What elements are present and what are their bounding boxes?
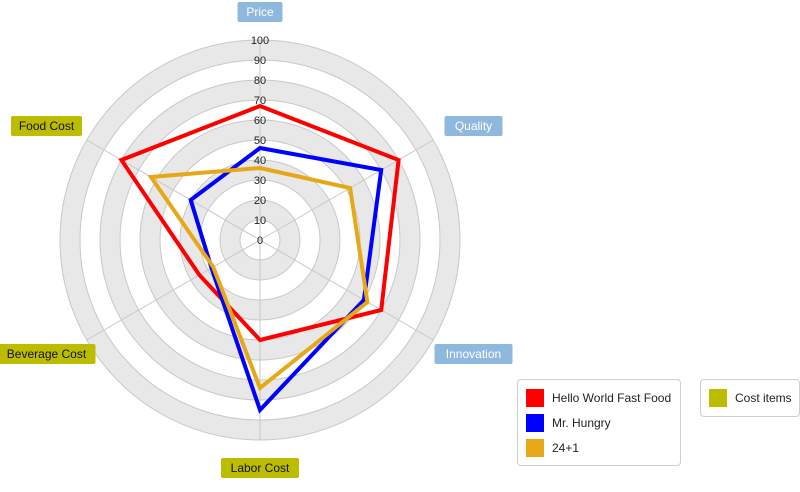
r-tick-label: 10 <box>254 215 266 227</box>
axis-label-bg <box>444 116 503 136</box>
legend-item-24plus1[interactable]: 24+1 <box>526 438 579 458</box>
r-tick-label: 20 <box>254 195 266 207</box>
axis-spoke <box>259 239 434 341</box>
r-tick-label: 30 <box>254 175 266 187</box>
axis-label-text: Quality <box>455 119 492 133</box>
series-line <box>188 145 384 414</box>
axis-label-text: Food Cost <box>19 119 75 133</box>
axis-label-text: Labor Cost <box>231 461 290 475</box>
axis-label-bg <box>0 344 96 364</box>
axis-label-innovation: Innovation <box>434 344 513 364</box>
r-tick-label: 100 <box>251 35 269 47</box>
legend-label: Hello World Fast Food <box>552 391 672 405</box>
axis-label-bg <box>11 116 82 136</box>
axis-label-quality: Quality <box>444 116 503 136</box>
group-legend: Cost items <box>700 379 800 417</box>
axis-spoke <box>259 139 434 241</box>
legend-item-cost-items[interactable]: Cost items <box>709 388 792 408</box>
legend-label: Cost items <box>735 391 792 405</box>
axis-label-text: Innovation <box>446 347 501 361</box>
axis-label-bg <box>237 2 283 22</box>
series-line <box>118 103 401 343</box>
r-tick-label: 80 <box>254 75 266 87</box>
axis-label-labor-cost: Labor Cost <box>221 458 299 478</box>
legend-swatch <box>526 439 544 457</box>
r-tick-label: 60 <box>254 115 266 127</box>
r-tick-label: 50 <box>254 135 266 147</box>
legend-swatch <box>709 389 727 407</box>
axis-label-bg <box>221 458 299 478</box>
legend-swatch <box>526 414 544 432</box>
r-tick-label: 0 <box>257 235 263 247</box>
axis-label-food-cost: Food Cost <box>11 116 82 136</box>
axis-label-price: Price <box>237 2 283 22</box>
series-line <box>147 165 370 392</box>
axis-label-text: Beverage Cost <box>7 347 87 361</box>
legend-swatch <box>526 389 544 407</box>
axis-label-beverage-cost: Beverage Cost <box>0 344 96 364</box>
axis-label-text: Price <box>246 5 274 19</box>
r-tick-label: 90 <box>254 55 266 67</box>
series-legend: Hello World Fast Food Mr. Hungry 24+1 <box>517 379 681 466</box>
r-tick-label: 40 <box>254 155 266 167</box>
legend-label: Mr. Hungry <box>552 416 611 430</box>
axis-label-bg <box>434 344 513 364</box>
legend-item-hello-world[interactable]: Hello World Fast Food <box>526 388 671 408</box>
legend-item-mr-hungry[interactable]: Mr. Hungry <box>526 413 611 433</box>
axis-spoke <box>86 239 261 341</box>
legend-label: 24+1 <box>552 441 580 455</box>
r-tick-label: 70 <box>254 95 266 107</box>
axis-spoke <box>86 139 261 241</box>
